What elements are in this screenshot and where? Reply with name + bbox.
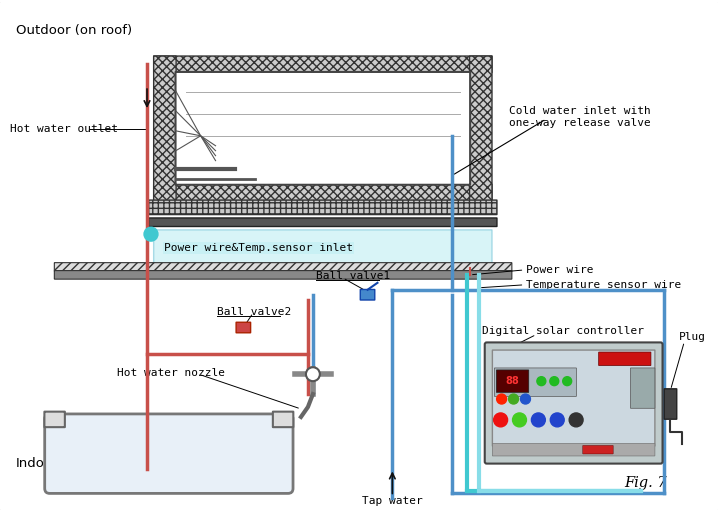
Circle shape: [497, 394, 507, 404]
FancyBboxPatch shape: [484, 343, 662, 463]
FancyBboxPatch shape: [469, 56, 492, 201]
FancyBboxPatch shape: [664, 389, 677, 419]
FancyBboxPatch shape: [44, 412, 65, 427]
Text: Fig. 7: Fig. 7: [624, 477, 667, 490]
Text: Digital solar controller: Digital solar controller: [482, 327, 643, 336]
FancyBboxPatch shape: [630, 368, 655, 408]
Text: Cold water inlet with
one-way release valve: Cold water inlet with one-way release va…: [508, 106, 650, 127]
FancyBboxPatch shape: [154, 230, 492, 275]
FancyBboxPatch shape: [583, 445, 613, 454]
Text: Indoor: Indoor: [16, 457, 59, 470]
FancyBboxPatch shape: [45, 414, 293, 494]
FancyBboxPatch shape: [236, 322, 251, 333]
Circle shape: [144, 227, 158, 241]
Circle shape: [306, 367, 320, 381]
FancyBboxPatch shape: [599, 352, 651, 366]
FancyBboxPatch shape: [154, 56, 176, 201]
Text: Tap water: Tap water: [362, 496, 423, 506]
Text: 88: 88: [505, 376, 519, 386]
FancyBboxPatch shape: [492, 350, 655, 446]
Circle shape: [531, 413, 545, 427]
Circle shape: [562, 377, 572, 386]
Circle shape: [569, 413, 583, 427]
Text: Ball valve1: Ball valve1: [316, 271, 390, 281]
Text: Plug: Plug: [678, 332, 706, 343]
FancyBboxPatch shape: [54, 263, 512, 271]
Text: Power wire&Temp.sensor inlet: Power wire&Temp.sensor inlet: [164, 243, 353, 253]
FancyBboxPatch shape: [492, 443, 655, 456]
Circle shape: [537, 377, 546, 386]
Text: Ball valve2: Ball valve2: [217, 307, 291, 316]
Circle shape: [494, 413, 508, 427]
Text: Hot water nozzle: Hot water nozzle: [117, 368, 225, 378]
FancyBboxPatch shape: [497, 370, 529, 392]
Circle shape: [549, 377, 559, 386]
Text: Power wire: Power wire: [526, 265, 594, 275]
Text: Temperature sensor wire: Temperature sensor wire: [526, 280, 682, 290]
FancyBboxPatch shape: [495, 368, 576, 396]
Text: Hot water outlet: Hot water outlet: [10, 124, 118, 134]
Circle shape: [550, 413, 564, 427]
FancyBboxPatch shape: [54, 271, 512, 279]
FancyBboxPatch shape: [154, 56, 492, 73]
Circle shape: [521, 394, 531, 404]
FancyBboxPatch shape: [149, 218, 497, 226]
FancyBboxPatch shape: [273, 412, 294, 427]
Circle shape: [513, 413, 526, 427]
FancyBboxPatch shape: [176, 72, 470, 185]
Text: Tub: Tub: [158, 447, 181, 460]
FancyBboxPatch shape: [154, 184, 492, 201]
Circle shape: [508, 394, 518, 404]
FancyBboxPatch shape: [360, 289, 375, 300]
FancyBboxPatch shape: [149, 200, 497, 215]
Text: Outdoor (on roof): Outdoor (on roof): [16, 24, 132, 36]
